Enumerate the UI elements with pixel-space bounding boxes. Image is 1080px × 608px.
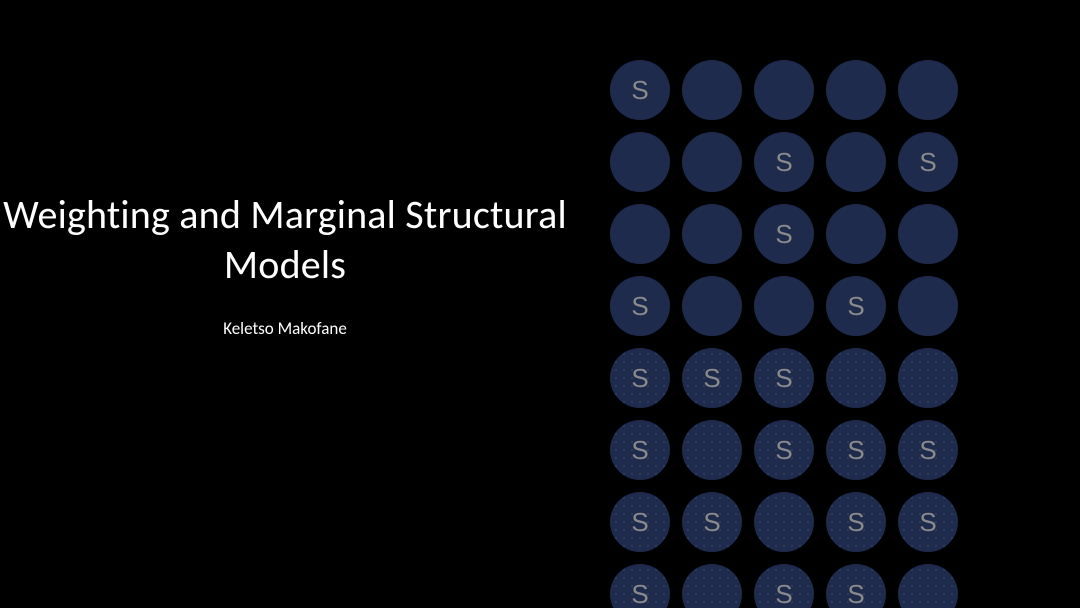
s-label: S	[847, 291, 864, 322]
dot: S	[826, 564, 886, 608]
dot	[610, 204, 670, 264]
dot-row: SSS	[610, 564, 990, 608]
dot-row: SS	[610, 276, 990, 336]
dot	[826, 348, 886, 408]
dot	[826, 132, 886, 192]
dot	[898, 60, 958, 120]
dot: S	[898, 492, 958, 552]
dot	[682, 132, 742, 192]
dot: S	[610, 492, 670, 552]
dot-row: S	[610, 204, 990, 264]
dot: S	[826, 420, 886, 480]
slide-author: Keletso Makofane	[0, 318, 570, 339]
s-label: S	[703, 363, 720, 394]
s-label: S	[775, 435, 792, 466]
dot: S	[754, 204, 814, 264]
dot: S	[826, 276, 886, 336]
dot: S	[682, 492, 742, 552]
slide: Weighting and Marginal Structural Models…	[0, 0, 1080, 608]
dot: S	[898, 420, 958, 480]
s-label: S	[847, 579, 864, 608]
s-label: S	[775, 363, 792, 394]
slide-title: Weighting and Marginal Structural Models	[0, 190, 570, 290]
dot	[826, 204, 886, 264]
dot: S	[610, 60, 670, 120]
title-block: Weighting and Marginal Structural Models…	[0, 190, 570, 339]
dot	[610, 132, 670, 192]
s-label: S	[631, 579, 648, 608]
s-label: S	[631, 507, 648, 538]
dot-row: S	[610, 60, 990, 120]
dot: S	[754, 420, 814, 480]
s-label: S	[919, 147, 936, 178]
s-label: S	[847, 507, 864, 538]
dot-row: SSSS	[610, 420, 990, 480]
dot	[898, 564, 958, 608]
dot-row: SS	[610, 132, 990, 192]
dot: S	[754, 564, 814, 608]
dot	[754, 276, 814, 336]
s-label: S	[775, 147, 792, 178]
dot	[898, 204, 958, 264]
s-label: S	[919, 507, 936, 538]
s-label: S	[631, 435, 648, 466]
dot-grid: SSSSSSSSSSSSSSSSSSSS	[610, 60, 990, 608]
dot	[898, 276, 958, 336]
s-label: S	[919, 435, 936, 466]
s-label: S	[631, 363, 648, 394]
dot: S	[610, 276, 670, 336]
s-label: S	[631, 291, 648, 322]
dot: S	[754, 348, 814, 408]
dot: S	[610, 420, 670, 480]
dot	[898, 348, 958, 408]
dot	[682, 204, 742, 264]
dot-row: SSS	[610, 348, 990, 408]
s-label: S	[775, 579, 792, 608]
dot: S	[610, 348, 670, 408]
s-label: S	[631, 75, 648, 106]
dot	[682, 276, 742, 336]
dot	[754, 60, 814, 120]
dot: S	[826, 492, 886, 552]
dot	[826, 60, 886, 120]
dot: S	[610, 564, 670, 608]
dot: S	[754, 132, 814, 192]
dot	[682, 420, 742, 480]
dot	[682, 60, 742, 120]
dot: S	[682, 348, 742, 408]
dot	[754, 492, 814, 552]
dot-row: SSSS	[610, 492, 990, 552]
s-label: S	[847, 435, 864, 466]
dot: S	[898, 132, 958, 192]
s-label: S	[703, 507, 720, 538]
s-label: S	[775, 219, 792, 250]
dot	[682, 564, 742, 608]
